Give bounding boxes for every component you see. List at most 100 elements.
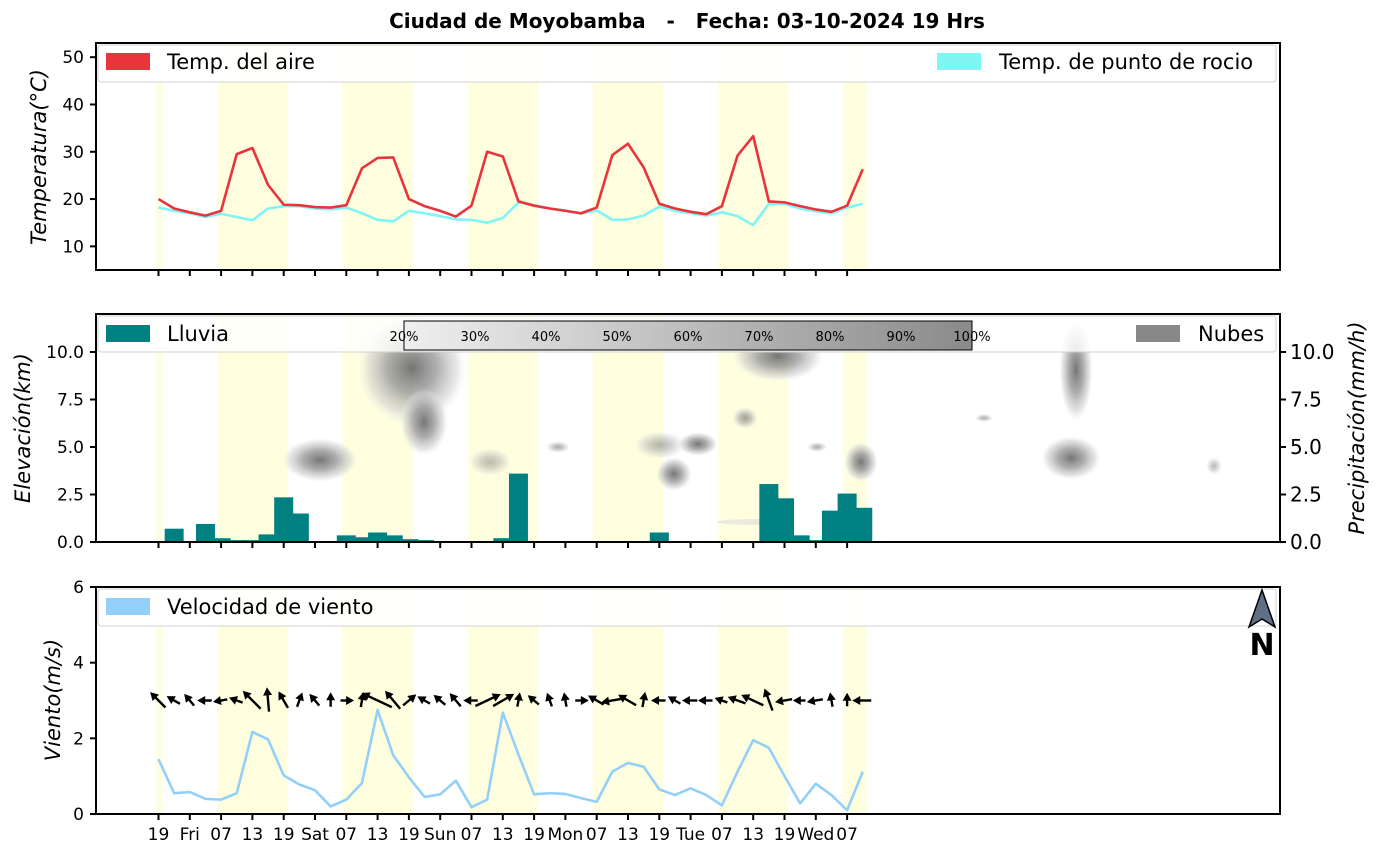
rain-bar: [759, 484, 779, 542]
temperature-axes-frame: [95, 42, 1281, 271]
rain-bar: [211, 538, 231, 542]
precipitation-axes-frame: [95, 313, 1281, 543]
wind-arrow: [449, 693, 462, 708]
cloud-colorbar: [403, 320, 973, 351]
rain-bar: [195, 523, 215, 542]
precipitation-y-ticks: 0.0 2.5 5.0 7.5 10.0: [1280, 340, 1335, 554]
wind-arrow-head: [505, 693, 515, 702]
wind-arrow: [575, 696, 589, 705]
y-tick-label: 7.5: [57, 391, 84, 411]
cloud-blob: [634, 431, 686, 459]
wind-arrow: [474, 693, 501, 708]
y-tick-label: 5.0: [1290, 435, 1322, 459]
y-tick-label: 6: [73, 578, 84, 598]
x-tick-label: 13: [367, 825, 389, 845]
wind-arrow-head: [263, 687, 273, 696]
y-tick-label: 4: [73, 654, 84, 674]
wind-arrow-head: [806, 696, 816, 706]
wind-arrow-head: [698, 696, 706, 705]
y-tick-label: 7.5: [1290, 388, 1322, 412]
wind-arrow-head: [463, 696, 472, 705]
wind-arrow-head: [361, 692, 371, 701]
y-tick-label: 40: [62, 95, 84, 115]
wind-arrow: [714, 696, 728, 705]
colorbar-label: 90%: [887, 330, 916, 345]
wind-arrow: [545, 692, 554, 707]
wind-arrow: [417, 696, 431, 705]
wind-arrow-shaft: [387, 693, 402, 710]
wind-arrow: [197, 696, 212, 705]
wind-arrow: [433, 694, 447, 706]
wind-arrow-head: [385, 690, 394, 700]
wind-arrow: [326, 692, 336, 707]
cloud-blob: [468, 448, 512, 476]
wind-arrow-head: [826, 692, 836, 702]
y-tick-label: 10.0: [1290, 340, 1335, 364]
wind-arrow-head: [184, 693, 193, 703]
wind-arrow: [842, 692, 852, 707]
wind-arrow-head: [545, 692, 554, 702]
cloud-blob: [678, 432, 718, 456]
wind-arrow: [340, 696, 355, 705]
wind-arrow: [806, 696, 824, 706]
wind-arrow: [295, 692, 304, 708]
temperature-legend-box: [97, 44, 1277, 83]
wind-arrow: [166, 696, 181, 705]
x-tick-label: 19: [273, 825, 295, 845]
wind-arrow-head: [197, 696, 206, 705]
wind-arrow: [361, 692, 393, 709]
x-tick-label: Mon: [547, 825, 583, 845]
colorbar-label: 50%: [603, 330, 632, 345]
elevation-y-ticks: 0.0 2.5 5.0 7.5 10.0: [46, 343, 96, 553]
daylight-band: [156, 43, 163, 270]
wind-legend-box: [97, 588, 1277, 627]
wind-arrow-head: [667, 696, 677, 705]
x-tick-label: Sat: [301, 825, 329, 845]
wind-arrow: [852, 696, 872, 705]
wind-arrow-shaft: [365, 694, 393, 709]
cloud-blob: [807, 442, 827, 452]
colorbar-label: 40%: [532, 330, 561, 345]
legend-swatch-wind: [106, 598, 150, 615]
rain-bar: [258, 534, 278, 542]
x-tick-label: 07: [586, 825, 608, 845]
wind-arrow: [727, 695, 746, 705]
y-tick-label: 2.5: [1290, 483, 1322, 507]
x-tick-label: 19: [398, 825, 420, 845]
x-tick-label: 13: [617, 825, 639, 845]
cloud-blob: [656, 457, 692, 491]
wind-direction-arrows: [150, 687, 872, 712]
wind-arrow-head: [346, 696, 355, 705]
wind-arrow-shaft: [765, 692, 774, 712]
wind-arrow: [698, 696, 713, 705]
x-tick-label: 07: [461, 825, 483, 845]
cloud-blob: [546, 441, 570, 453]
colorbar-label: 70%: [745, 330, 774, 345]
colorbar-label: 100%: [953, 330, 990, 345]
y-tick-label: 10: [62, 237, 84, 257]
wind-arrow-head: [560, 692, 570, 702]
wind-arrow-head: [727, 695, 737, 704]
y-tick-label: 50: [62, 48, 84, 68]
wind-arrow: [618, 694, 637, 707]
wind-arrow-head: [527, 695, 537, 704]
wind-arrow-head: [714, 696, 724, 705]
x-tick-label: 13: [242, 825, 264, 845]
wind-arrow-head: [449, 693, 459, 703]
rain-bar: [493, 538, 513, 542]
rain-bar: [853, 507, 873, 542]
wind-arrow-head: [618, 694, 628, 703]
y-tick-label: 0: [73, 805, 84, 825]
legend-swatch-temp-air: [106, 53, 150, 70]
x-tick-label: 19: [774, 825, 796, 845]
y-tick-label: 2.5: [57, 486, 84, 506]
wind-arrow-head: [326, 692, 336, 701]
cloud-blob: [400, 388, 448, 456]
wind-arrow: [228, 696, 244, 705]
cloud-blob: [1041, 436, 1101, 480]
wind-speed-line: [157, 708, 864, 812]
wind-arrow: [639, 691, 649, 708]
wind-arrow-shaft: [266, 692, 271, 712]
wind-arrow-shaft: [245, 693, 262, 710]
